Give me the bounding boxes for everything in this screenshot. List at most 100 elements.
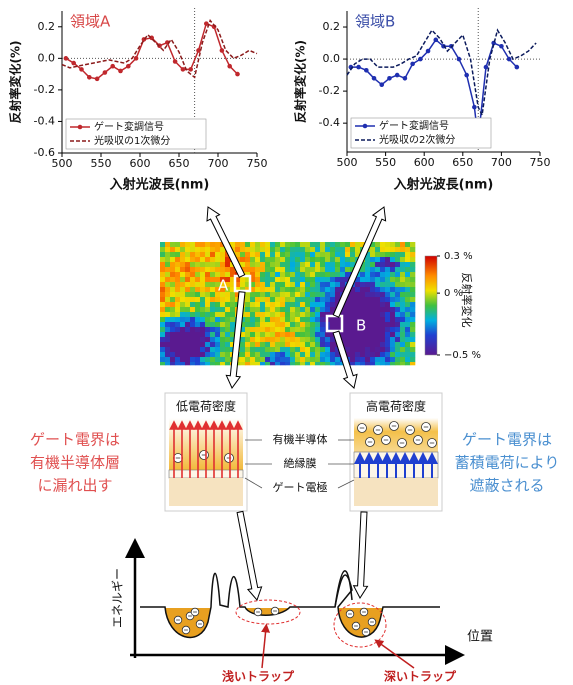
map-cell [315, 322, 320, 327]
map-cell [410, 332, 415, 337]
map-cell [210, 357, 215, 362]
reflectance-map [160, 242, 415, 365]
map-cell [310, 242, 315, 247]
map-cell [385, 342, 390, 347]
map-cell [255, 287, 260, 292]
map-cell [250, 262, 255, 267]
map-cell [310, 327, 315, 332]
map-cell [320, 292, 325, 297]
map-cell [230, 302, 235, 307]
map-cell [175, 297, 180, 302]
map-cell [370, 342, 375, 347]
map-cell [350, 252, 355, 257]
map-cell [175, 352, 180, 357]
map-cell [295, 337, 300, 342]
map-cell [210, 242, 215, 247]
map-cell [300, 317, 305, 322]
map-cell [170, 292, 175, 297]
map-cell [355, 297, 360, 302]
map-cell [260, 352, 265, 357]
map-cell [220, 362, 225, 365]
map-cell [395, 302, 400, 307]
map-cell [310, 277, 315, 282]
map-cell [365, 297, 370, 302]
map-cell [175, 302, 180, 307]
map-cell [310, 362, 315, 365]
chart-title: 領域B [355, 13, 395, 31]
map-cell [190, 277, 195, 282]
map-cell [385, 287, 390, 292]
map-cell [305, 287, 310, 292]
map-cell [305, 252, 310, 257]
map-cell [315, 312, 320, 317]
map-cell [410, 277, 415, 282]
map-cell [205, 257, 210, 262]
map-cell [195, 267, 200, 272]
map-cell [255, 297, 260, 302]
map-cell [385, 317, 390, 322]
map-cell [390, 357, 395, 362]
map-cell [345, 312, 350, 317]
map-cell [190, 247, 195, 252]
right-note: 遮蔽される [469, 477, 544, 495]
point [173, 59, 178, 64]
map-cell [345, 342, 350, 347]
map-cell [340, 257, 345, 262]
map-cell [250, 292, 255, 297]
map-cell [320, 337, 325, 342]
map-cell [325, 302, 330, 307]
map-cell [295, 357, 300, 362]
map-cell [300, 277, 305, 282]
map-cell [290, 262, 295, 267]
map-cell [395, 307, 400, 312]
map-cell [345, 257, 350, 262]
map-cell [330, 287, 335, 292]
map-cell [390, 362, 395, 365]
map-cell [290, 352, 295, 357]
map-cell [260, 287, 265, 292]
map-cell [170, 312, 175, 317]
map-cell [400, 327, 405, 332]
map-cell [210, 292, 215, 297]
map-cell [160, 267, 165, 272]
map-cell [195, 357, 200, 362]
map-cell [225, 332, 230, 337]
map-cell [370, 287, 375, 292]
map-cell [295, 267, 300, 272]
map-cell [330, 322, 335, 327]
map-cell [200, 262, 205, 267]
map-cell [385, 277, 390, 282]
map-cell [310, 347, 315, 352]
map-cell [295, 317, 300, 322]
map-cell [380, 277, 385, 282]
map-cell [305, 267, 310, 272]
map-cell [170, 357, 175, 362]
map-cell [160, 262, 165, 267]
map-cell [315, 272, 320, 277]
map-cell [225, 362, 230, 365]
map-cell [255, 307, 260, 312]
point [387, 76, 392, 81]
map-cell [260, 312, 265, 317]
map-cell [325, 347, 330, 352]
map-cell [365, 287, 370, 292]
left-note: ゲート電界は [30, 431, 120, 449]
map-cell [175, 252, 180, 257]
map-cell [220, 312, 225, 317]
map-cell [210, 347, 215, 352]
map-cell [170, 332, 175, 337]
map-cell [375, 357, 380, 362]
map-cell [400, 262, 405, 267]
region-b-label: B [356, 317, 366, 335]
map-cell [300, 297, 305, 302]
pointer [262, 628, 266, 668]
map-cell [220, 342, 225, 347]
map-cell [260, 257, 265, 262]
map-cell [370, 327, 375, 332]
map-cell [200, 277, 205, 282]
map-cell [205, 322, 210, 327]
map-cell [405, 332, 410, 337]
map-cell [170, 242, 175, 247]
map-cell [295, 287, 300, 292]
map-cell [285, 357, 290, 362]
